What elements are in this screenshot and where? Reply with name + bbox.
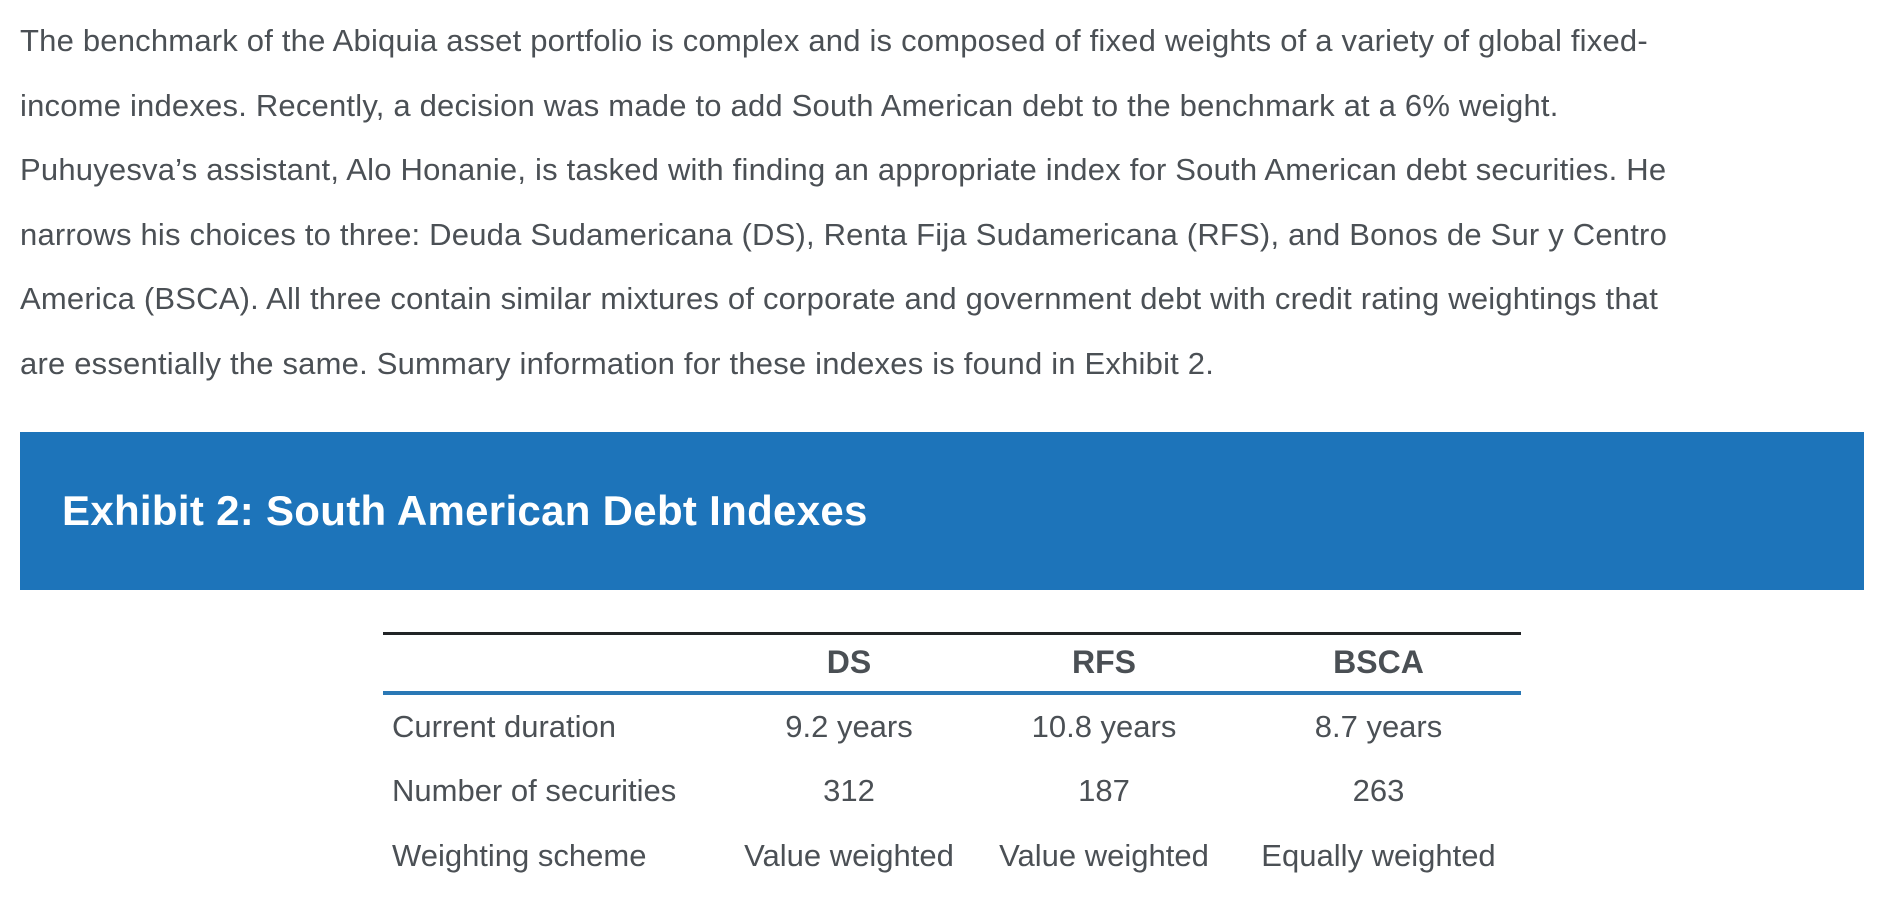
exhibit-table-container: DS RFS BSCA Current duration 9.2 years 1… xyxy=(383,631,1884,889)
cell-value: Value weighted xyxy=(999,837,1209,873)
column-header-rfs: RFS xyxy=(972,633,1236,696)
paragraph-line: America (BSCA). All three contain simila… xyxy=(20,281,1659,317)
cell-value: 10.8 years xyxy=(1031,708,1177,744)
cell-value: Value weighted xyxy=(744,837,954,873)
paragraph-line: income indexes. Recently, a decision was… xyxy=(20,87,1559,123)
table-header-row: DS RFS BSCA xyxy=(383,633,1521,696)
paragraph-line: The benchmark of the Abiquia asset portf… xyxy=(20,23,1648,58)
table-row: Current duration 9.2 years 10.8 years 8.… xyxy=(383,693,1521,758)
paragraph-line: Puhuyesva’s assistant, Alo Honanie, is t… xyxy=(20,152,1667,188)
paragraph-line: are essentially the same. Summary inform… xyxy=(20,345,1215,381)
cell-value: 9.2 years xyxy=(785,708,913,744)
column-header-bsca: BSCA xyxy=(1236,633,1521,696)
row-label-weighting-scheme: Weighting scheme xyxy=(392,837,647,873)
column-header-ds: DS xyxy=(726,633,972,696)
cell-value: 8.7 years xyxy=(1314,708,1443,744)
cell-value: Equally weighted xyxy=(1261,837,1496,873)
column-header-blank xyxy=(383,633,726,696)
table-row: Number of securities 312 187 263 xyxy=(383,758,1521,823)
intro-paragraph: The benchmark of the Abiquia asset portf… xyxy=(20,0,1864,397)
exhibit-header-bar: Exhibit 2: South American Debt Indexes xyxy=(20,431,1864,590)
exhibit-title: Exhibit 2: South American Debt Indexes xyxy=(62,486,868,534)
paragraph-line: narrows his choices to three: Deuda Suda… xyxy=(20,216,1668,252)
row-label-current-duration: Current duration xyxy=(392,708,617,744)
cell-value: 187 xyxy=(1078,772,1130,808)
row-label-number-of-securities: Number of securities xyxy=(392,772,677,808)
cell-value: 263 xyxy=(1352,772,1405,808)
cell-value: 312 xyxy=(823,772,875,808)
table-row: Weighting scheme Value weighted Value we… xyxy=(383,823,1521,888)
indexes-table: DS RFS BSCA Current duration 9.2 years 1… xyxy=(383,631,1521,889)
